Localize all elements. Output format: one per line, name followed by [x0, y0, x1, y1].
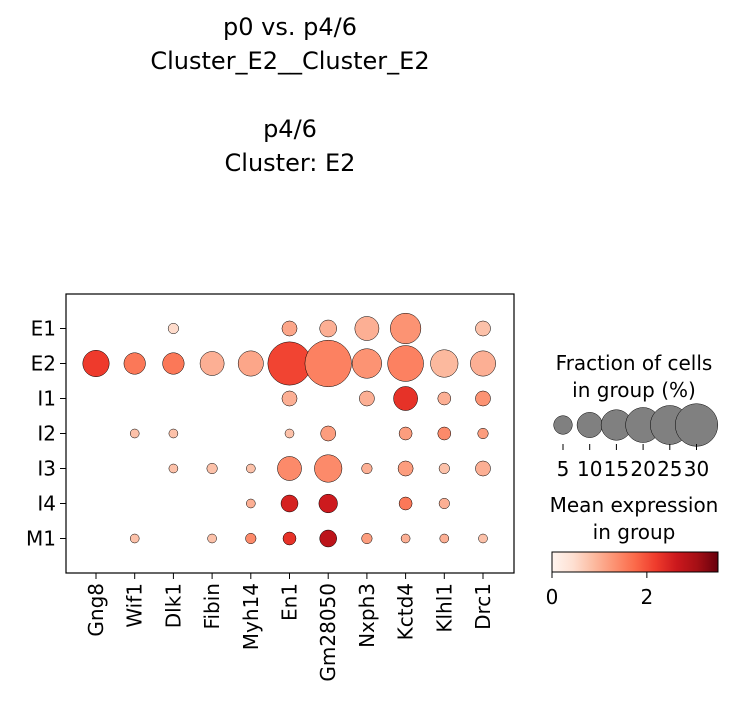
colorbar-tick-label: 0 [546, 585, 559, 609]
size-legend-tick-label: 5 [557, 457, 570, 481]
dot-I3-Gm28050 [314, 454, 343, 483]
dot-I4-Gm28050 [318, 493, 338, 514]
size-legend-tick-label: 15 [604, 457, 629, 481]
dot-I4-Myh14 [246, 498, 256, 509]
dot-I3-En1 [277, 456, 302, 481]
dot-M1-Kctd4 [400, 533, 411, 544]
dot-I2-En1 [284, 428, 295, 439]
dot-M1-Fibin [207, 533, 217, 544]
dot-E1-En1 [281, 320, 298, 337]
dot-I4-Klhl1 [438, 497, 450, 510]
color-legend: Mean expression in group 0 2 [546, 493, 719, 609]
x-tick-label: Wif1 [123, 583, 147, 628]
size-legend: Fraction of cells in group (%) 5 10 15 20 25 30 [553, 351, 719, 481]
y-tick-label: E2 [31, 352, 56, 376]
dot-I2-Wif1 [129, 428, 140, 439]
dot-E1-Dlk1 [167, 322, 179, 335]
dot-I2-Kctd4 [398, 426, 413, 441]
dot-M1-Myh14 [245, 532, 257, 545]
dot-I3-Dlk1 [168, 463, 179, 474]
dot-E2-Klhl1 [430, 349, 459, 378]
size-legend-dot [674, 403, 719, 447]
plot-area: E1 E2 I1 I2 I3 I4 M1 Gng8 Wif1 Dlk1 Fibin Myh14 En1 G… [26, 293, 515, 682]
y-tick-label: I1 [37, 387, 56, 411]
size-legend-title: in group (%) [572, 378, 696, 402]
colorbar-tick-label: 2 [640, 585, 653, 609]
size-legend-tick-label: 30 [684, 457, 709, 481]
size-legend-tick-label: 20 [630, 457, 655, 481]
dot-I1-Klhl1 [437, 391, 452, 406]
dot-I3-Klhl1 [438, 462, 450, 475]
y-tick-label: E1 [31, 317, 56, 341]
size-legend-dot [553, 415, 573, 435]
dot-E2-Drc1 [470, 350, 496, 377]
dot-I2-Dlk1 [168, 428, 179, 439]
dot-I1-Drc1 [475, 390, 491, 407]
dot-E2-Myh14 [237, 350, 264, 377]
dot-E2-Wif1 [123, 352, 146, 375]
title-line: Cluster_E2__Cluster_E2 [150, 47, 429, 75]
title-line: p4/6 [263, 115, 317, 143]
dot-I1-En1 [281, 390, 298, 407]
dot-E2-Dlk1 [162, 352, 185, 375]
dot-I1-Nxph3 [359, 390, 375, 407]
size-legend-tick-label: 25 [657, 457, 682, 481]
dot-I1-Kctd4 [393, 386, 418, 411]
dot-M1-En1 [282, 531, 297, 546]
dot-E2-Gm28050 [304, 339, 352, 388]
color-legend-title: in group [593, 520, 676, 544]
x-tick-label: Kctd4 [394, 583, 418, 640]
dot-E1-Nxph3 [354, 316, 380, 341]
dot-I3-Fibin [206, 462, 218, 475]
dot-E2-Fibin [199, 351, 225, 376]
x-tick-label: Dlk1 [161, 583, 185, 628]
dot-I2-Gm28050 [320, 425, 337, 442]
dot-I3-Kctd4 [397, 460, 414, 477]
y-tick-label: I3 [37, 457, 56, 481]
dot-E2-Gng8 [82, 350, 110, 377]
y-tick-label: M1 [26, 527, 56, 551]
dot-E1-Drc1 [475, 320, 491, 337]
chart-title: p0 vs. p4/6 Cluster_E2__Cluster_E2 p4/6 Clu… [150, 13, 429, 177]
size-legend-title: Fraction of cells [556, 351, 713, 375]
dot-E2-En1 [267, 341, 312, 386]
dot-E1-Gm28050 [319, 319, 337, 338]
dot-I3-Nxph3 [361, 462, 373, 475]
x-tick-label: Nxph3 [355, 583, 379, 648]
x-tick-label: Gng8 [84, 583, 108, 637]
x-tick-label: Myh14 [239, 583, 263, 650]
dot-E2-Nxph3 [351, 348, 382, 379]
color-legend-title: Mean expression [550, 493, 719, 517]
dot-M1-Gm28050 [319, 529, 337, 548]
dot-I2-Klhl1 [437, 426, 452, 441]
dot-M1-Wif1 [129, 533, 140, 544]
x-tick-label: En1 [278, 583, 302, 621]
y-tick-label: I4 [37, 492, 56, 516]
dot-E1-Kctd4 [390, 312, 422, 345]
x-tick-label: Drc1 [471, 583, 495, 630]
x-tick-label: Klhl1 [432, 583, 456, 633]
dot-M1-Drc1 [478, 533, 488, 544]
x-tick-label: Fibin [200, 583, 224, 630]
title-line: Cluster: E2 [225, 149, 356, 177]
dot-M1-Klhl1 [439, 533, 450, 544]
dot-E2-Kctd4 [387, 345, 424, 382]
dot-I4-En1 [280, 494, 299, 513]
colorbar [551, 551, 719, 573]
dot-I2-Drc1 [477, 427, 489, 440]
y-tick-label: I2 [37, 422, 56, 446]
dot-I4-Kctd4 [398, 496, 413, 511]
x-tick-label: Gm28050 [316, 583, 340, 682]
dot-M1-Nxph3 [361, 532, 373, 545]
dot-I3-Drc1 [475, 460, 491, 477]
size-legend-dot [576, 412, 603, 438]
dot-I3-Myh14 [246, 463, 256, 474]
title-line: p0 vs. p4/6 [223, 13, 357, 41]
size-legend-tick-label: 10 [577, 457, 602, 481]
